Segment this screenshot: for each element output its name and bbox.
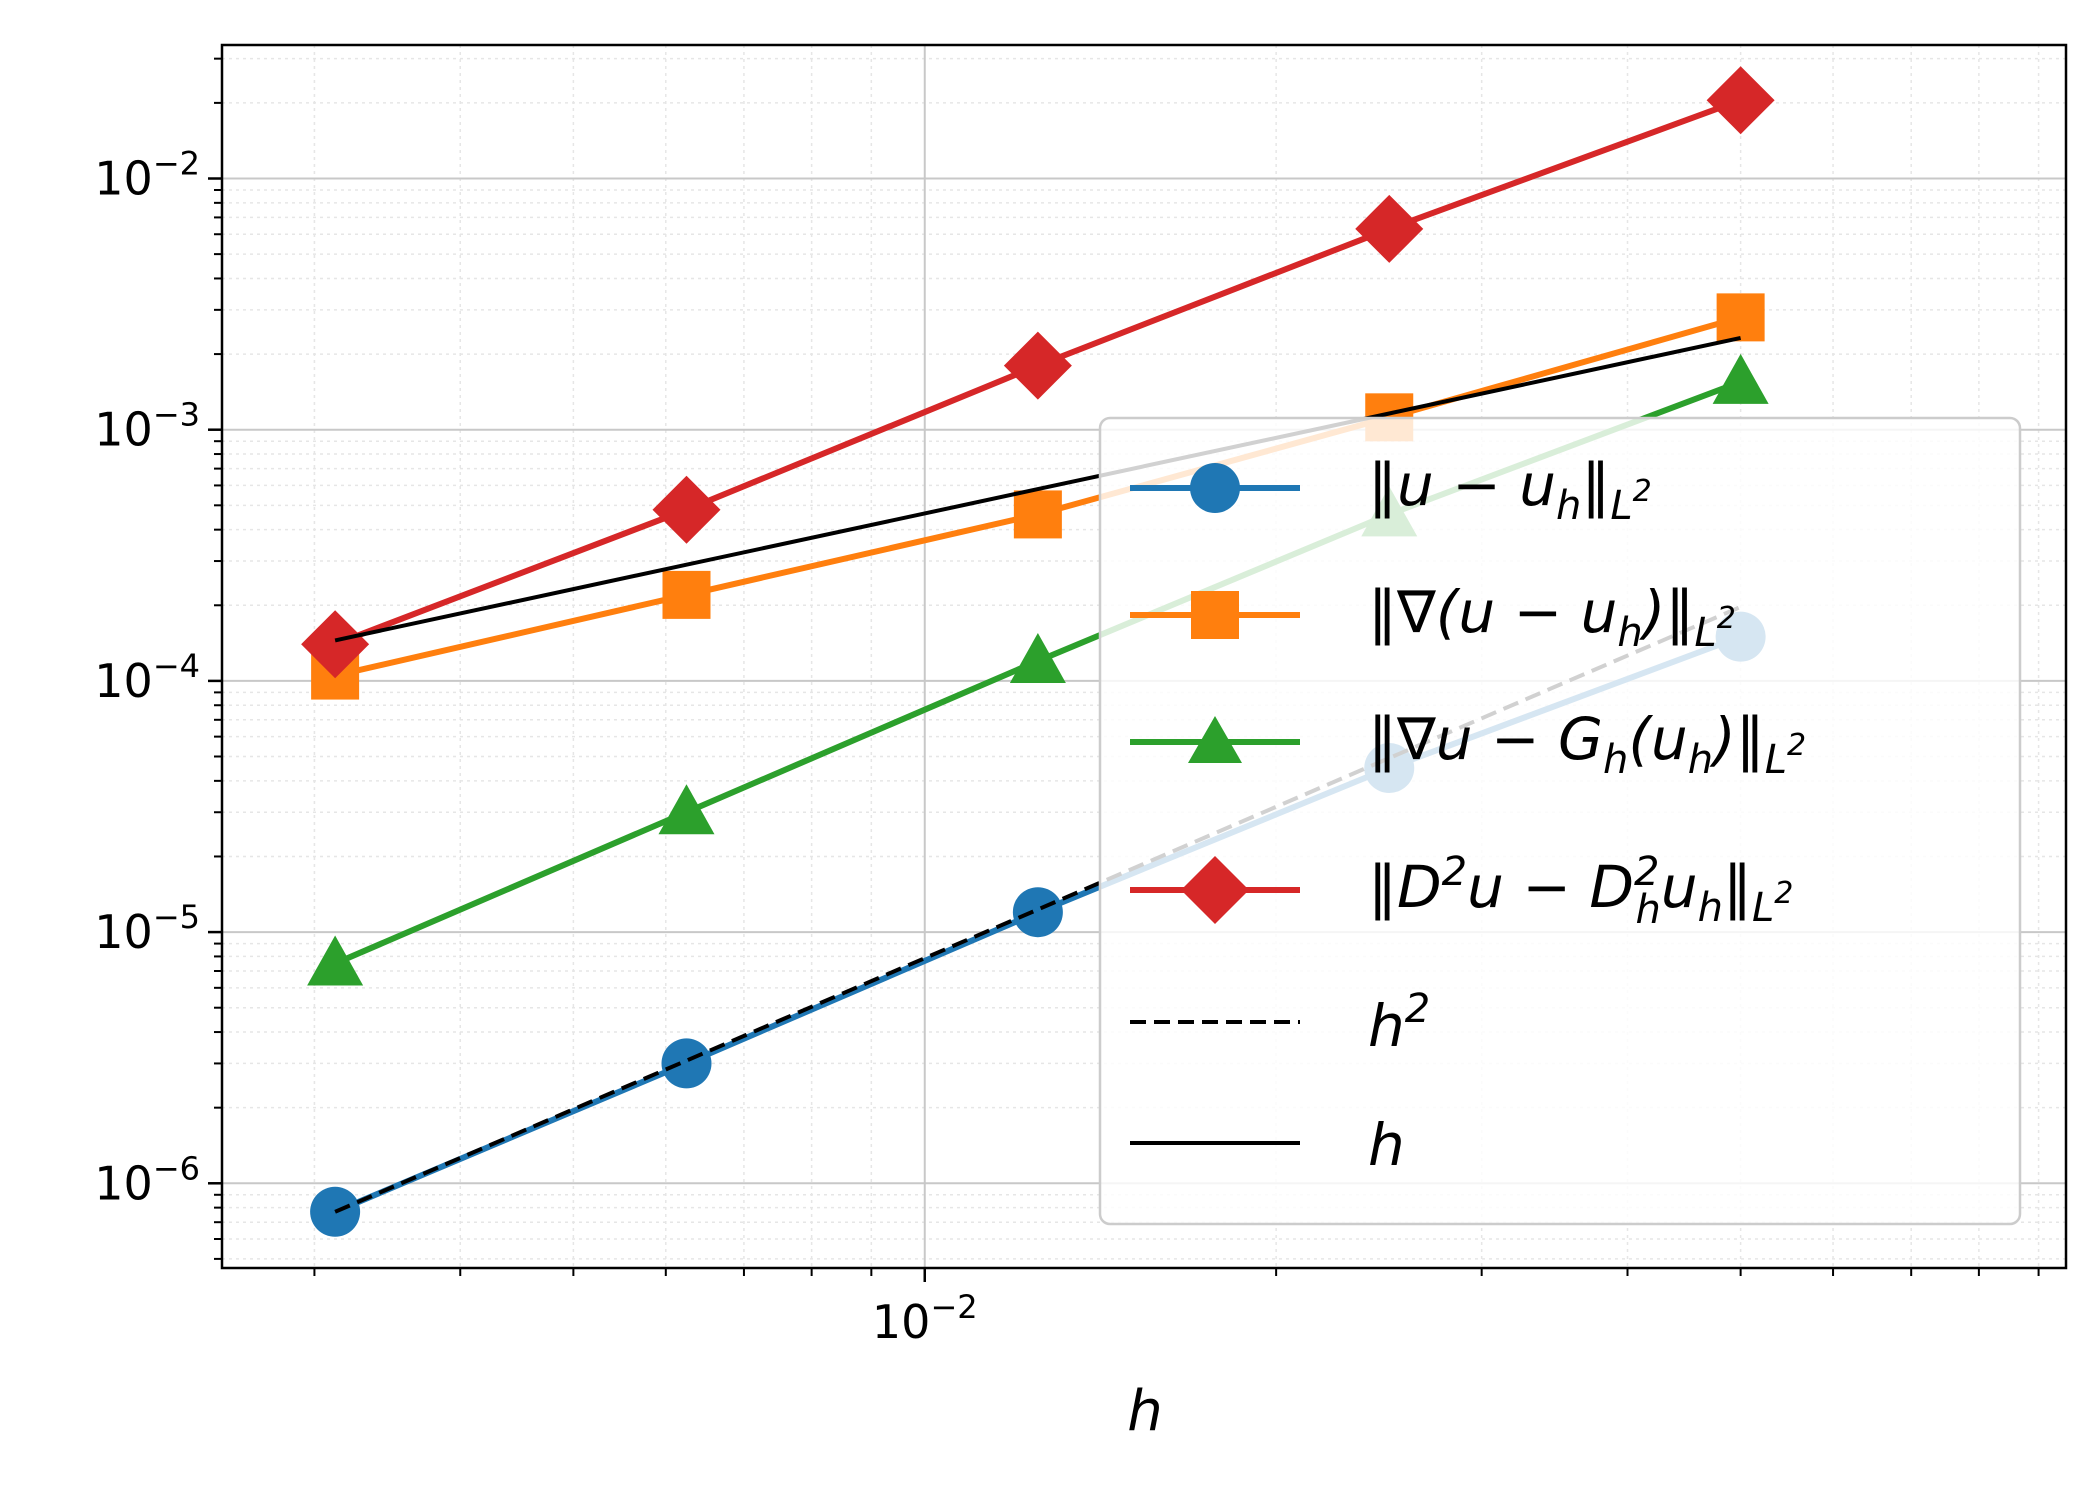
legend-label-h: h [1368,1111,1405,1179]
data-point-grad [1716,293,1765,342]
legend-entry-h: h [1130,1111,1405,1179]
y-tick-label-base: 10 [94,152,153,206]
legend-label-hess: ‖D2u − D2 huh‖L2 [1368,849,1793,933]
series-hess [301,66,1775,679]
data-point-grad [1013,490,1062,539]
data-point-l2 [661,1038,712,1089]
legend-label-recov: ‖∇u − Gh(uh)‖L2 [1368,705,1806,783]
legend-label-l2: ‖u − uh‖L2 [1368,451,1652,529]
y-tick-label: 10−4 [94,647,200,708]
ticks-layer: 10−610−510−410−310−210−2 [94,57,2040,1349]
y-tick-label: 10−2 [94,145,200,206]
data-point-hess [301,610,370,679]
legend-label-grad: ‖∇(u − uh)‖L2 [1368,578,1736,656]
legend-marker-triangle [1188,716,1242,763]
data-point-hess [1355,194,1424,263]
y-tick-label-exponent: −3 [153,396,200,434]
series-h1 [334,335,1742,643]
y-tick-label-base: 10 [94,1156,153,1210]
legend-marker-diamond [1181,856,1249,924]
data-point-recov [1712,353,1769,404]
legend-marker-circle [1190,463,1240,513]
data-point-hess [1003,331,1072,400]
y-tick-label: 10−6 [94,1149,200,1210]
data-point-l2 [1012,887,1063,938]
y-tick-label-base: 10 [94,403,153,457]
y-tick-label-base: 10 [94,654,153,708]
legend-marker-square [1191,591,1239,639]
series-line-h1 [334,335,1742,643]
plot-frame [220,43,2068,1270]
y-tick-label-exponent: −6 [153,1149,200,1187]
legend: ‖u − uh‖L2 ‖∇(u − uh)‖L2 ‖∇u − Gh(uh)‖L2… [1098,416,2022,1226]
data-point-recov [658,784,715,835]
data-point-recov [1009,633,1066,684]
x-tick-label-base: 10 [872,1295,931,1349]
data-point-hess [652,475,721,544]
data-point-hess [1706,66,1775,135]
y-tick-label: 10−5 [94,898,200,959]
legend-entry-l2: ‖u − uh‖L2 [1130,451,1652,529]
y-tick-label-exponent: −4 [153,647,200,685]
x-tick-label: 10−2 [872,1288,978,1349]
x-axis-label: h [1127,1379,1163,1444]
data-point-recov [307,935,364,986]
legend-entry-h2: h2 [1130,986,1430,1060]
y-tick-label: 10−3 [94,396,200,457]
x-tick-label-exponent: −2 [930,1288,977,1326]
legend-entry-hess: ‖D2u − D2 huh‖L2 [1130,849,1793,933]
legend-entry-grad: ‖∇(u − uh)‖L2 [1130,578,1736,656]
y-tick-label-exponent: −5 [153,898,200,936]
y-tick-label-base: 10 [94,905,153,959]
y-tick-label-exponent: −2 [153,145,200,183]
legend-box [1098,416,2022,1226]
legend-entry-recov: ‖∇u − Gh(uh)‖L2 [1130,705,1806,783]
data-point-grad [662,570,711,619]
